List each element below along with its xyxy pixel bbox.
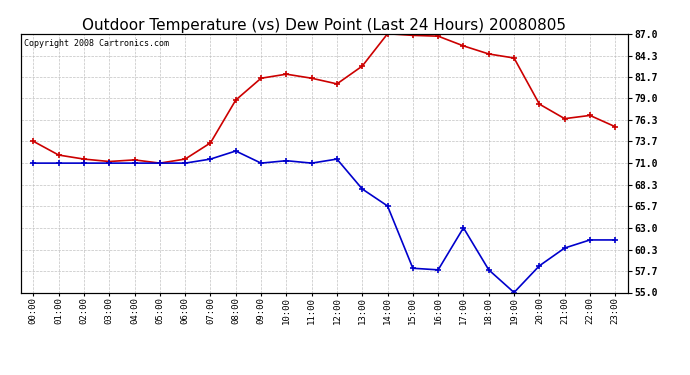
Title: Outdoor Temperature (vs) Dew Point (Last 24 Hours) 20080805: Outdoor Temperature (vs) Dew Point (Last… xyxy=(82,18,566,33)
Text: Copyright 2008 Cartronics.com: Copyright 2008 Cartronics.com xyxy=(23,39,169,48)
